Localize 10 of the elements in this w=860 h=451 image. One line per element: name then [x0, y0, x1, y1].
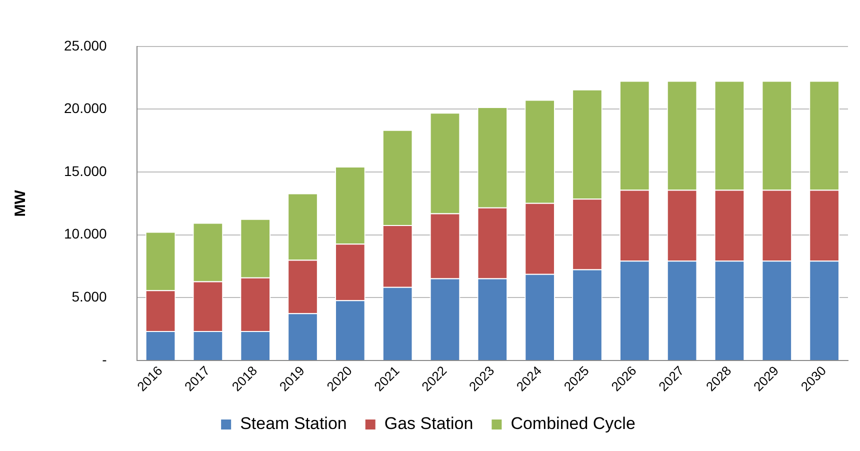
- y-tick-label: 20.000: [64, 100, 108, 116]
- y-tick-label: 15.000: [64, 162, 108, 179]
- legend-label: Steam Station: [240, 414, 347, 434]
- y-tick-label: 10.000: [64, 226, 108, 242]
- y-tick-label: 5.000: [72, 288, 108, 305]
- legend-label: Gas Station: [384, 414, 474, 434]
- y-tick-label: 25.000: [64, 37, 108, 54]
- y-axis-title: MW: [12, 189, 30, 217]
- y-tick-label: -: [102, 351, 108, 368]
- legend-label: Combined Cycle: [510, 414, 636, 434]
